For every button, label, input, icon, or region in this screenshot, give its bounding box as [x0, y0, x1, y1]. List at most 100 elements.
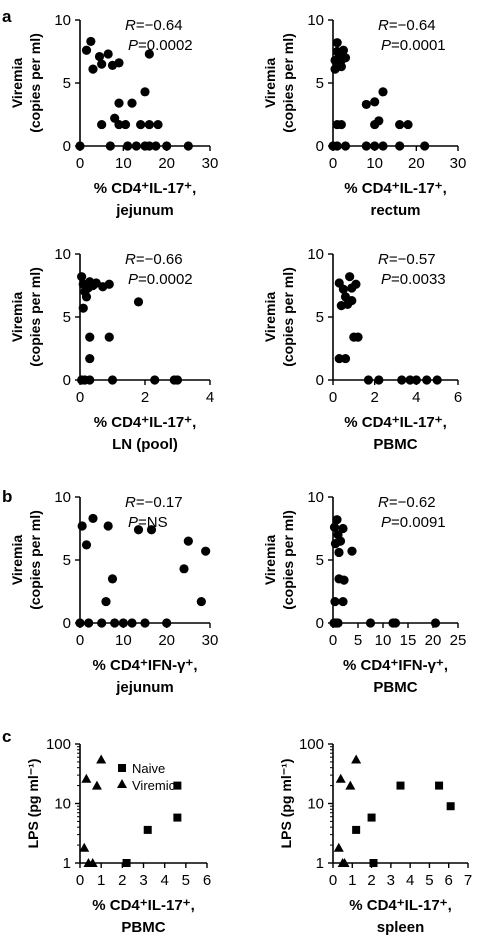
y-tick-label: 1 [63, 855, 71, 872]
data-point [338, 596, 348, 607]
chart-a1: 0 10 20 30 0 5 10 Viremia (copies per ml) % CD4⁺I… [9, 12, 218, 219]
x-axis-label: % CD4⁺IFN-γ⁺, [343, 657, 448, 674]
x-tick-label: 4 [412, 389, 420, 406]
data-point [347, 546, 357, 556]
data-point [378, 141, 388, 151]
panel-label-b: b [2, 487, 12, 506]
y-tick-label: 5 [63, 75, 71, 92]
data-point [75, 141, 85, 151]
data-point-viremic [351, 754, 362, 764]
data-point [420, 141, 430, 151]
chart-b1: 0 10 20 30 0 5 10 Viremia (copies per ml) % CD4⁺I… [9, 489, 218, 696]
x-tick-label: 0 [329, 389, 337, 406]
x-tick-label: 4 [406, 872, 414, 889]
data-point-naive [352, 825, 361, 834]
stat-r: R=−0.57 [378, 251, 436, 268]
x-axis-label: rectum [370, 202, 420, 219]
stat-r: R=−0.62 [378, 494, 436, 511]
data-point [85, 353, 95, 364]
chart-a2: 0 10 20 30 0 5 10 Viremia (copies per ml) % CD4⁺I… [262, 12, 466, 219]
data-point [123, 141, 133, 151]
data-point [77, 521, 87, 531]
y-tick-label: 0 [316, 372, 324, 389]
data-point [140, 87, 150, 97]
data-point [120, 119, 131, 130]
chart-a4: 0 2 4 6 0 5 10 Viremia (copies per ml) % CD4⁺IL-1… [262, 246, 462, 453]
data-point [97, 59, 107, 69]
data-point [104, 279, 114, 289]
data-point [144, 141, 154, 151]
data-point [144, 119, 154, 130]
x-tick-label: 4 [160, 872, 168, 889]
data-point [201, 546, 211, 556]
data-point [114, 98, 124, 108]
data-point [150, 375, 160, 385]
y-tick-label: 10 [54, 246, 71, 263]
data-point [332, 515, 342, 525]
y-tick-label: 1 [316, 855, 324, 872]
y-tick-label: 10 [307, 246, 324, 263]
data-point [361, 99, 371, 110]
data-point [432, 375, 442, 385]
stat-p: P=0.0033 [381, 271, 446, 288]
x-tick-label: 1 [348, 872, 356, 889]
data-point [153, 119, 163, 130]
x-tick-label: 5 [425, 872, 433, 889]
data-point [146, 525, 157, 535]
x-axis-label: % CD4⁺IL-17⁺, [94, 180, 197, 197]
data-point [103, 49, 113, 59]
data-point-naive [369, 859, 378, 867]
data-point-viremic [335, 773, 346, 783]
data-point [104, 332, 114, 342]
data-point [110, 618, 120, 628]
data-point [140, 618, 150, 628]
x-tick-label: 3 [139, 872, 147, 889]
data-point [131, 141, 141, 151]
data-point [85, 332, 95, 342]
data-point [340, 53, 351, 63]
data-point-naive [367, 813, 376, 822]
x-axis-label: spleen [377, 919, 425, 936]
data-point [336, 301, 346, 311]
data-point-viremic [91, 780, 102, 790]
data-point [411, 375, 421, 385]
x-tick-label: 7 [464, 872, 472, 889]
data-point [162, 618, 172, 628]
x-tick-label: 0 [76, 389, 84, 406]
x-tick-label: 10 [366, 155, 383, 172]
y-tick-label: 10 [54, 489, 71, 506]
data-point-viremic [96, 754, 107, 764]
data-point [88, 64, 98, 74]
x-axis-label: jejunum [115, 679, 174, 696]
y-tick-label: 0 [63, 615, 71, 632]
x-tick-label: 0 [76, 632, 84, 649]
legend-naive-label: Naive [132, 761, 165, 776]
data-point [97, 119, 107, 130]
data-point [340, 353, 351, 364]
data-point [103, 521, 113, 531]
legend-naive-marker [118, 764, 126, 772]
data-point [330, 64, 340, 74]
data-point-viremic [333, 842, 344, 852]
y-axis-label: Viremia (copies per ml) [9, 33, 43, 133]
y-tick-label: 10 [54, 12, 71, 29]
data-point [162, 141, 172, 151]
y-axis-label: Viremia (copies per ml) [262, 267, 296, 367]
data-point [334, 547, 344, 558]
data-point [107, 375, 118, 385]
data-point [107, 574, 118, 584]
y-tick-label: 5 [316, 75, 324, 92]
data-point [363, 375, 374, 385]
x-axis-label: % CD4⁺IL-17⁺, [349, 897, 452, 914]
chart-a3: 0 2 4 0 5 10 Viremia (copies per ml) % CD4⁺IL-17… [9, 246, 214, 453]
data-point [196, 596, 206, 607]
data-point [395, 119, 405, 130]
stat-p: P=0.0001 [381, 37, 446, 54]
x-tick-label: 2 [118, 872, 126, 889]
data-point [374, 375, 384, 385]
data-point [81, 45, 92, 55]
x-tick-label: 30 [202, 155, 219, 172]
data-point-viremic [337, 858, 348, 867]
